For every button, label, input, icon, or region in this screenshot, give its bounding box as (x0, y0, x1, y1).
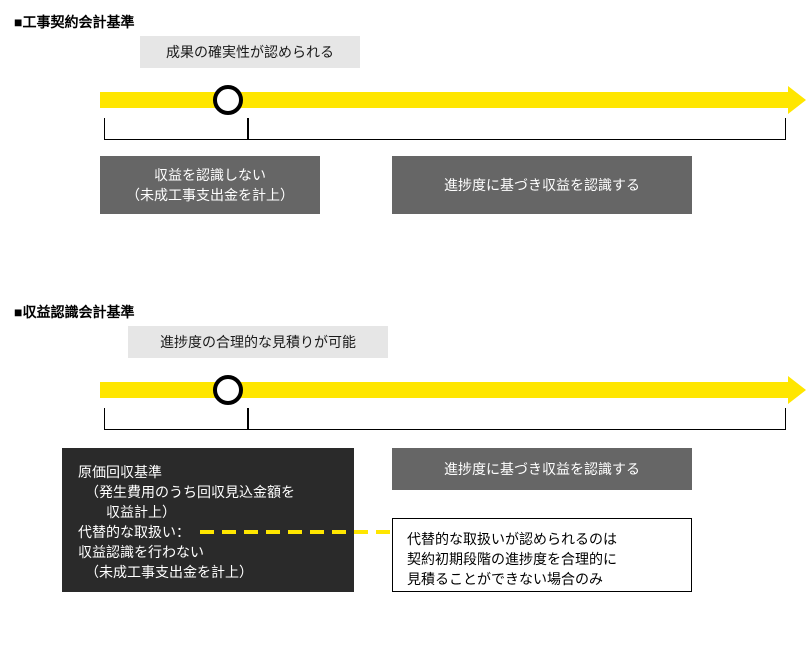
section1-box1: 収益を認識しない（未成工事支出金を計上） (100, 156, 320, 214)
section2-note: 代替的な取扱いが認められるのは契約初期段階の進捗度を合理的に見積ることができない… (392, 518, 692, 592)
section1-arrow (100, 92, 790, 108)
section2-circle (213, 375, 243, 405)
section2-label: 進捗度の合理的な見積りが可能 (128, 326, 388, 358)
section2-arrow (100, 382, 790, 398)
section1-arrow-head (788, 86, 806, 114)
section1-label: 成果の確実性が認められる (140, 36, 360, 68)
section1-box2: 進捗度に基づき収益を認識する (392, 156, 692, 214)
section1-bracket2 (248, 118, 786, 140)
section2-bracket2 (248, 408, 786, 430)
section1-bracket1 (104, 118, 248, 140)
section2-box2: 進捗度に基づき収益を認識する (392, 448, 692, 490)
section1-title: ■工事契約会計基準 (14, 12, 134, 32)
section2-title: ■収益認識会計基準 (14, 302, 134, 322)
section1-circle (213, 85, 243, 115)
section2-arrow-head (788, 376, 806, 404)
section2-box1: 原価回収基準 （発生費用のうち回収見込金額を 収益計上）代替的な取扱い：収益認識… (62, 448, 354, 592)
section2-bracket1 (104, 408, 248, 430)
